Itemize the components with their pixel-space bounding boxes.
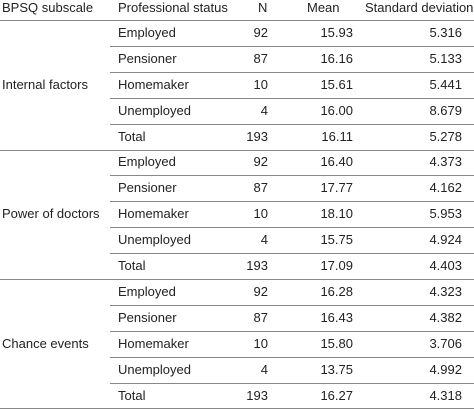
value-cell: 4 [260, 361, 268, 377]
status-cell: Unemployed [118, 361, 191, 377]
row-rule [110, 357, 474, 358]
value-cell: 5.316 [429, 24, 462, 40]
subscale-label: Power of doctors [2, 206, 100, 222]
value-cell: 8.679 [429, 102, 462, 118]
status-cell: Pensioner [118, 180, 177, 196]
value-cell: 3.706 [429, 335, 462, 351]
header-cell: BPSQ subscale [2, 0, 94, 15]
status-cell: Total [118, 128, 146, 144]
value-cell: 16.43 [320, 309, 353, 325]
value-cell: 15.75 [320, 232, 353, 248]
value-cell: 16.28 [320, 283, 353, 299]
value-cell: 5.278 [429, 128, 462, 144]
header-cell: Standard deviation [365, 0, 474, 15]
value-cell: 5.953 [429, 206, 462, 222]
status-cell: Employed [118, 154, 176, 170]
status-cell: Pensioner [118, 309, 177, 325]
status-cell: Unemployed [118, 102, 191, 118]
status-cell: Total [118, 387, 146, 403]
value-cell: 16.40 [320, 154, 353, 170]
value-cell: 193 [246, 128, 268, 144]
status-cell: Total [118, 258, 146, 274]
group-rule [0, 279, 474, 280]
row-rule [110, 305, 474, 306]
value-cell: 10 [253, 335, 268, 351]
row-rule [110, 201, 474, 202]
value-cell: 4 [260, 232, 268, 248]
header-rule [0, 20, 474, 21]
status-cell: Employed [118, 283, 176, 299]
value-cell: 15.80 [320, 335, 353, 351]
value-cell: 16.27 [320, 387, 353, 403]
value-cell: 87 [253, 309, 268, 325]
row-rule [110, 98, 474, 99]
row-rule [110, 331, 474, 332]
header-cell: Professional status [118, 0, 228, 15]
status-cell: Homemaker [118, 76, 189, 92]
value-cell: 4.403 [429, 258, 462, 274]
status-cell: Pensioner [118, 50, 177, 66]
value-cell: 16.00 [320, 102, 353, 118]
value-cell: 92 [253, 24, 268, 40]
header-cell: N [258, 0, 268, 15]
value-cell: 4.318 [429, 387, 462, 403]
value-cell: 87 [253, 180, 268, 196]
value-cell: 13.75 [320, 361, 353, 377]
row-rule [110, 383, 474, 384]
value-cell: 4.162 [429, 180, 462, 196]
status-cell: Employed [118, 24, 176, 40]
value-cell: 4.924 [429, 232, 462, 248]
value-cell: 4.323 [429, 283, 462, 299]
row-rule [110, 124, 474, 125]
row-rule [110, 46, 474, 47]
subscale-label: Internal factors [2, 76, 88, 92]
subscale-label: Chance events [2, 335, 89, 351]
value-cell: 15.61 [320, 76, 353, 92]
row-rule [110, 175, 474, 176]
value-cell: 87 [253, 50, 268, 66]
value-cell: 5.133 [429, 50, 462, 66]
value-cell: 17.77 [320, 180, 353, 196]
row-rule [110, 253, 474, 254]
value-cell: 10 [253, 206, 268, 222]
status-cell: Unemployed [118, 232, 191, 248]
value-cell: 18.10 [320, 206, 353, 222]
value-cell: 5.441 [429, 76, 462, 92]
header-cell: Mean [307, 0, 340, 15]
value-cell: 4 [260, 102, 268, 118]
group-rule [0, 150, 474, 151]
value-cell: 10 [253, 76, 268, 92]
value-cell: 16.11 [321, 128, 353, 144]
value-cell: 4.373 [429, 154, 462, 170]
status-cell: Homemaker [118, 206, 189, 222]
value-cell: 15.93 [320, 24, 353, 40]
value-cell: 193 [246, 387, 268, 403]
value-cell: 92 [253, 154, 268, 170]
value-cell: 4.382 [429, 309, 462, 325]
value-cell: 16.16 [320, 50, 353, 66]
value-cell: 92 [253, 283, 268, 299]
value-cell: 4.992 [429, 361, 462, 377]
row-rule [110, 72, 474, 73]
row-rule [110, 227, 474, 228]
value-cell: 17.09 [320, 258, 353, 274]
value-cell: 193 [246, 258, 268, 274]
status-cell: Homemaker [118, 335, 189, 351]
